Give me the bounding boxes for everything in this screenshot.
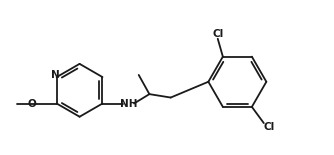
Text: N: N	[51, 70, 59, 80]
Text: NH: NH	[120, 99, 137, 108]
Text: O: O	[28, 99, 36, 108]
Text: Cl: Cl	[212, 29, 223, 39]
Text: Cl: Cl	[263, 122, 275, 132]
